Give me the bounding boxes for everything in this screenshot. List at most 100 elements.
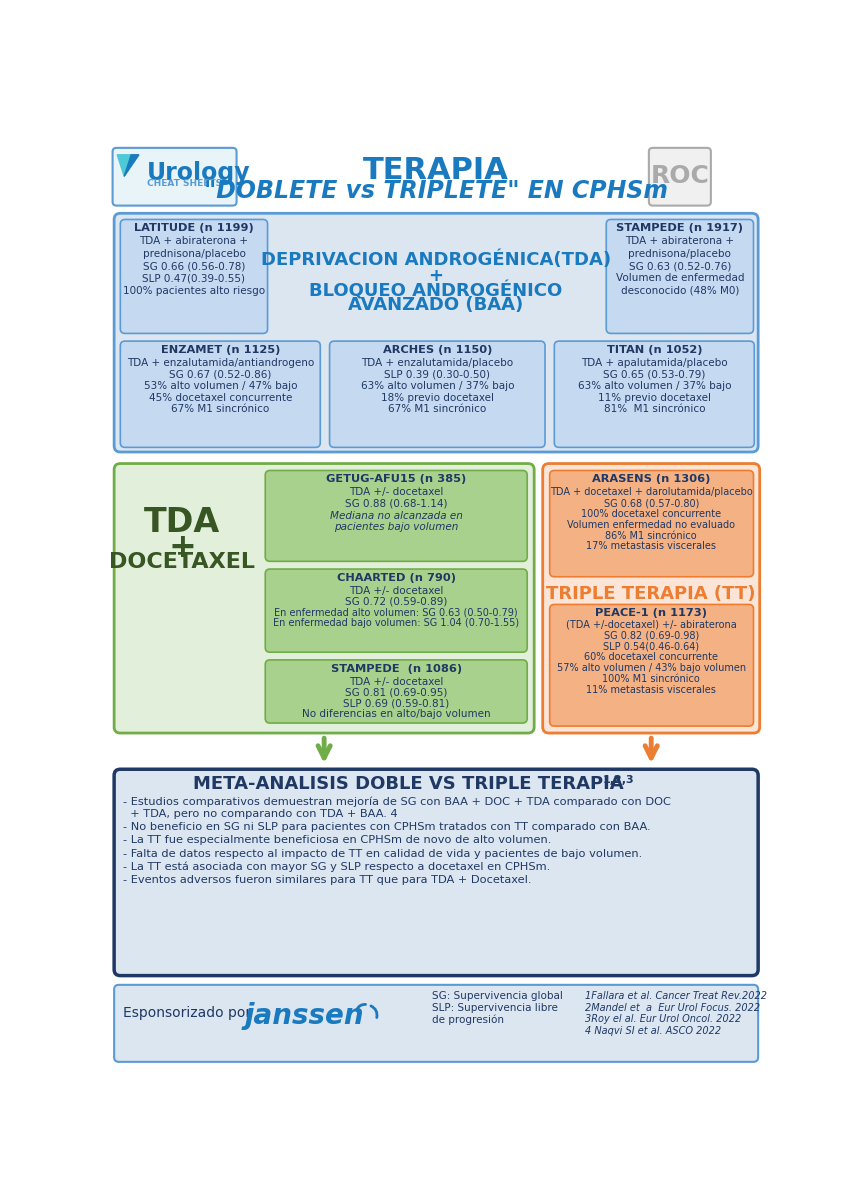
Text: 81%  M1 sincrónico: 81% M1 sincrónico (603, 404, 705, 414)
Text: CHEAT SHEETS: CHEAT SHEETS (146, 180, 222, 188)
Text: 67% M1 sincrónico: 67% M1 sincrónico (171, 404, 270, 414)
Text: TDA +/- docetaxel: TDA +/- docetaxel (349, 487, 443, 498)
Text: CHAARTED (n 790): CHAARTED (n 790) (337, 572, 456, 583)
FancyBboxPatch shape (648, 148, 711, 205)
Text: TDA +/- docetaxel: TDA +/- docetaxel (349, 677, 443, 686)
Polygon shape (117, 155, 131, 176)
Text: ARCHES (n 1150): ARCHES (n 1150) (383, 344, 492, 355)
Text: SG 0.63 (0.52-0.76): SG 0.63 (0.52-0.76) (629, 262, 731, 271)
Text: 63% alto volumen / 37% bajo: 63% alto volumen / 37% bajo (578, 382, 731, 391)
Text: ARASENS (n 1306): ARASENS (n 1306) (592, 474, 711, 485)
FancyBboxPatch shape (266, 660, 528, 724)
Text: Volumen de enfermedad: Volumen de enfermedad (615, 274, 744, 283)
Text: 11% metastasis viscerales: 11% metastasis viscerales (586, 684, 717, 695)
Text: SG: Supervivencia global
SLP: Supervivencia libre
de progresión: SG: Supervivencia global SLP: Superviven… (431, 991, 563, 1025)
Text: SLP 0.54(0.46-0.64): SLP 0.54(0.46-0.64) (603, 642, 700, 652)
Text: SLP 0.47(0.39-0.55): SLP 0.47(0.39-0.55) (142, 274, 245, 283)
Text: SG 0.81 (0.69-0.95): SG 0.81 (0.69-0.95) (345, 688, 448, 697)
Text: prednisona/placebo: prednisona/placebo (142, 248, 245, 259)
Polygon shape (124, 155, 139, 176)
Text: 60% docetaxel concurrente: 60% docetaxel concurrente (584, 653, 718, 662)
Text: janssen: janssen (244, 1002, 364, 1031)
Text: "DOBLETE vs TRIPLETE" EN CPHSm: "DOBLETE vs TRIPLETE" EN CPHSm (203, 180, 668, 204)
Text: BLOQUEO ANDROGÉNICO: BLOQUEO ANDROGÉNICO (309, 281, 563, 300)
Text: STAMPEDE  (n 1086): STAMPEDE (n 1086) (331, 664, 462, 673)
Text: - La TT está asociada con mayor SG y SLP respecto a docetaxel en CPHSm.: - La TT está asociada con mayor SG y SLP… (123, 862, 551, 872)
Text: META-ANALISIS DOBLE VS TRIPLE TERAPIA: META-ANALISIS DOBLE VS TRIPLE TERAPIA (193, 775, 624, 793)
FancyBboxPatch shape (112, 148, 237, 205)
Text: TDA + apalutamida/placebo: TDA + apalutamida/placebo (581, 358, 728, 368)
Text: - La TT fue especialmente beneficiosa en CPHSm de novo de alto volumen.: - La TT fue especialmente beneficiosa en… (123, 835, 551, 846)
FancyBboxPatch shape (554, 341, 754, 448)
FancyBboxPatch shape (550, 605, 753, 726)
FancyBboxPatch shape (550, 470, 753, 577)
Text: + TDA, pero no comparando con TDA + BAA. 4: + TDA, pero no comparando con TDA + BAA.… (123, 809, 398, 820)
Text: desconocido (48% M0): desconocido (48% M0) (620, 286, 739, 295)
Text: - Falta de datos respecto al impacto de TT en calidad de vida y pacientes de baj: - Falta de datos respecto al impacto de … (123, 848, 643, 858)
Text: 100% pacientes alto riesgo: 100% pacientes alto riesgo (123, 286, 265, 295)
Text: ROC: ROC (650, 164, 710, 188)
Text: SG 0.68 (0.57-0.80): SG 0.68 (0.57-0.80) (603, 498, 699, 509)
FancyBboxPatch shape (606, 220, 753, 334)
Text: TDA + abiraterona +: TDA + abiraterona + (140, 236, 248, 246)
FancyBboxPatch shape (266, 470, 528, 562)
Text: Mediana no alcanzada en: Mediana no alcanzada en (330, 510, 463, 521)
FancyBboxPatch shape (114, 985, 758, 1062)
Text: GETUG-AFU15 (n 385): GETUG-AFU15 (n 385) (326, 474, 466, 485)
Text: TERAPIA: TERAPIA (363, 156, 509, 185)
Text: TITAN (n 1052): TITAN (n 1052) (607, 344, 702, 355)
FancyBboxPatch shape (114, 214, 758, 452)
Text: Urology: Urology (146, 161, 250, 185)
Text: SG 0.72 (0.59-0.89): SG 0.72 (0.59-0.89) (345, 596, 448, 607)
Text: pacientes bajo volumen: pacientes bajo volumen (334, 522, 459, 532)
Text: 100% M1 sincrónico: 100% M1 sincrónico (603, 673, 700, 684)
Text: 45% docetaxel concurrente: 45% docetaxel concurrente (149, 392, 292, 403)
Text: - Eventos adversos fueron similares para TT que para TDA + Docetaxel.: - Eventos adversos fueron similares para… (123, 875, 532, 884)
Text: SG 0.67 (0.52-0.86): SG 0.67 (0.52-0.86) (169, 370, 271, 379)
FancyBboxPatch shape (543, 463, 760, 733)
Text: - No beneficio en SG ni SLP para pacientes con CPHSm tratados con TT comparado c: - No beneficio en SG ni SLP para pacient… (123, 822, 651, 833)
Text: 67% M1 sincrónico: 67% M1 sincrónico (388, 404, 487, 414)
Text: TRIPLE TERAPIA (TT): TRIPLE TERAPIA (TT) (546, 586, 756, 604)
Text: TDA + enzalutamida/antiandrogeno: TDA + enzalutamida/antiandrogeno (127, 358, 314, 368)
Text: (TDA +/-docetaxel) +/- abiraterona: (TDA +/-docetaxel) +/- abiraterona (566, 619, 737, 629)
Text: prednisona/placebo: prednisona/placebo (628, 248, 731, 259)
Text: SLP 0.39 (0.30-0.50): SLP 0.39 (0.30-0.50) (385, 370, 490, 379)
Text: 1Fallara et al. Cancer Treat Rev.2022
2Mandel et  a  Eur Urol Focus. 2022
3Roy e: 1Fallara et al. Cancer Treat Rev.2022 2M… (585, 991, 768, 1036)
Text: No diferencias en alto/bajo volumen: No diferencias en alto/bajo volumen (302, 709, 490, 719)
FancyBboxPatch shape (266, 569, 528, 653)
Text: Volumen enfermedad no evaluado: Volumen enfermedad no evaluado (568, 520, 735, 529)
FancyBboxPatch shape (114, 769, 758, 976)
Text: STAMPEDE (n 1917): STAMPEDE (n 1917) (616, 223, 744, 233)
Text: En enfermedad bajo volumen: SG 1.04 (0.70-1.55): En enfermedad bajo volumen: SG 1.04 (0.7… (273, 618, 519, 629)
Text: DOCETAXEL: DOCETAXEL (109, 552, 255, 572)
Text: SLP 0.69 (0.59-0.81): SLP 0.69 (0.59-0.81) (343, 698, 449, 708)
Text: 18% previo docetaxel: 18% previo docetaxel (380, 392, 494, 403)
Text: 57% alto volumen / 43% bajo volumen: 57% alto volumen / 43% bajo volumen (557, 662, 745, 673)
FancyBboxPatch shape (120, 341, 320, 448)
Text: DEPRIVACION ANDROGÉNICA(TDA): DEPRIVACION ANDROGÉNICA(TDA) (260, 251, 611, 269)
Text: TDA: TDA (144, 506, 220, 539)
FancyBboxPatch shape (120, 220, 267, 334)
Text: TDA +/- docetaxel: TDA +/- docetaxel (349, 586, 443, 596)
FancyBboxPatch shape (114, 463, 534, 733)
Text: - Estudios comparativos demuestran mejoría de SG con BAA + DOC + TDA comparado c: - Estudios comparativos demuestran mejor… (123, 796, 671, 806)
Text: 53% alto volumen / 47% bajo: 53% alto volumen / 47% bajo (144, 382, 297, 391)
Text: Esponsorizado por: Esponsorizado por (123, 1006, 252, 1020)
Text: 11% previo docetaxel: 11% previo docetaxel (597, 392, 711, 403)
Text: PEACE-1 (n 1173): PEACE-1 (n 1173) (595, 608, 707, 618)
Text: 1,2,3: 1,2,3 (603, 775, 634, 785)
Text: TDA + enzalutamida/placebo: TDA + enzalutamida/placebo (361, 358, 513, 368)
Text: +: + (428, 268, 443, 286)
Text: SG 0.82 (0.69-0.98): SG 0.82 (0.69-0.98) (603, 631, 699, 641)
Text: SG 0.66 (0.56-0.78): SG 0.66 (0.56-0.78) (143, 262, 245, 271)
Text: TDA + abiraterona +: TDA + abiraterona + (625, 236, 734, 246)
FancyBboxPatch shape (329, 341, 545, 448)
Text: LATITUDE (n 1199): LATITUDE (n 1199) (134, 223, 254, 233)
Text: +: + (168, 530, 197, 564)
Text: SG 0.65 (0.53-0.79): SG 0.65 (0.53-0.79) (603, 370, 705, 379)
Text: 86% M1 sincrónico: 86% M1 sincrónico (605, 530, 697, 540)
Text: ENZAMET (n 1125): ENZAMET (n 1125) (161, 344, 280, 355)
Text: TDA + docetaxel + darolutamida/placebo: TDA + docetaxel + darolutamida/placebo (550, 487, 752, 498)
Text: 17% metastasis viscerales: 17% metastasis viscerales (586, 541, 717, 551)
